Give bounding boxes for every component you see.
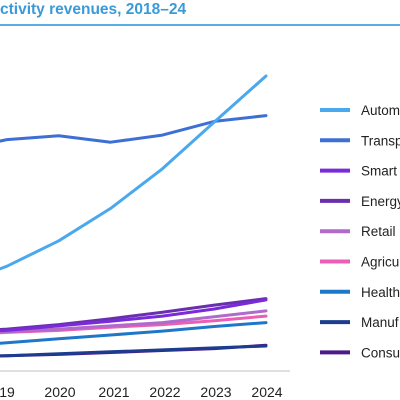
legend-label-health: Health [361,285,400,300]
series-line-retail [0,309,268,334]
chart-title: ctivity revenues, 2018–24 [0,1,187,18]
legend-label-retail: Retail [361,224,396,239]
x-tick-label: 19 [0,384,15,400]
x-tick-label: 2021 [98,384,129,400]
plot-area [0,74,290,372]
legend-label-energy: Energy [361,194,400,209]
legend-label-transp: Transp [361,133,400,148]
x-tick-label: 2024 [251,384,282,400]
x-tick-label: 2023 [200,384,231,400]
x-tick-label: 2022 [149,384,180,400]
x-tick-label: 2020 [44,384,75,400]
legend-label-smart: Smart [361,164,397,179]
series-line-transp [0,114,268,144]
series-line-autom [0,74,268,271]
legend: Autom Transp Smart Energy Retail Agricu Health… [320,103,400,360]
series-line-smart [0,298,268,333]
series-line-health [0,321,268,345]
legend-label-autom: Autom [361,103,400,118]
legend-label-consu: Consu [361,345,400,360]
x-axis-ticks: 19 2020 2021 2022 2023 2024 [0,384,283,400]
series-line-manuf [0,344,268,358]
legend-label-agricu: Agricu [361,255,399,270]
legend-label-manuf: Manuf [361,315,399,330]
title-underline [0,24,400,26]
